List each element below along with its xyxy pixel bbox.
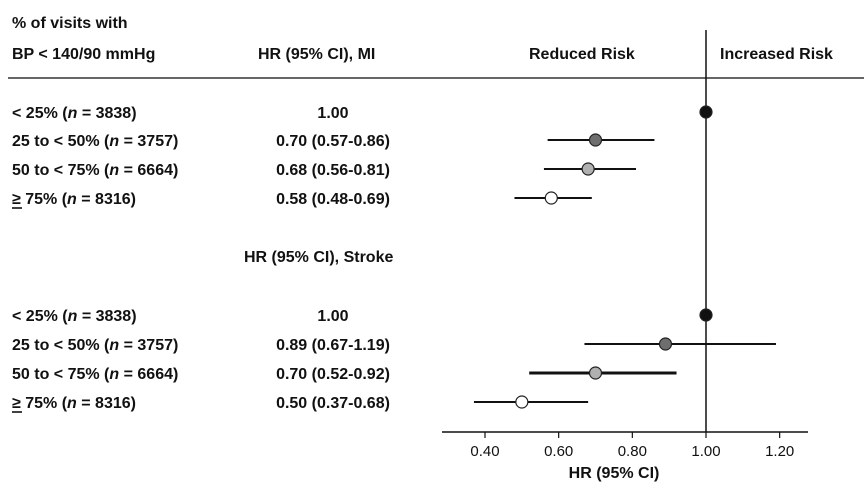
header-hr-mi: HR (95% CI), MI xyxy=(258,46,375,63)
x-axis-label: HR (95% CI) xyxy=(569,465,660,482)
row-label: 50 to < 75% (n = 6664) xyxy=(12,366,178,383)
row-label-suffix: = 3838) xyxy=(77,308,136,325)
row-label-suffix: = 3757) xyxy=(119,337,178,354)
hr-point xyxy=(588,133,603,147)
hr-point xyxy=(515,395,529,409)
hr-value: 0.70 (0.57-0.86) xyxy=(276,133,390,150)
row-label-n: n xyxy=(109,337,119,354)
row-label-n: n xyxy=(67,191,77,208)
hr-value: 0.89 (0.67-1.19) xyxy=(276,337,390,354)
hr-value: 0.68 (0.56-0.81) xyxy=(276,162,390,179)
row-label-suffix: = 8316) xyxy=(77,191,136,208)
hr-point xyxy=(658,337,673,351)
hr-value: 0.50 (0.37-0.68) xyxy=(276,395,390,412)
hr-point xyxy=(581,162,595,176)
x-tick-label: 0.60 xyxy=(544,443,573,460)
hr-point xyxy=(588,366,603,380)
row-label: < 25% (n = 3838) xyxy=(12,105,137,122)
row-label-n: n xyxy=(67,395,77,412)
hr-point xyxy=(699,105,713,119)
row-label-prefix: 50 to < 75% ( xyxy=(12,162,110,179)
x-axis: 0.40 0.60 0.80 1.00 1.20 xyxy=(442,431,808,460)
hr-value: 1.00 xyxy=(317,308,348,325)
row-label-suffix: = 3838) xyxy=(77,105,136,122)
hr-value: 0.70 (0.52-0.92) xyxy=(276,366,390,383)
hr-point xyxy=(544,191,558,205)
row-label-prefix: 25 to < 50% ( xyxy=(12,337,110,354)
x-tick-label: 1.00 xyxy=(691,443,720,460)
row-label-suffix: = 8316) xyxy=(77,395,136,412)
row-label: < 25% (n = 3838) xyxy=(12,308,137,325)
row-label-n: n xyxy=(109,162,119,179)
row-label-n: n xyxy=(109,366,119,383)
row-label: 25 to < 50% (n = 3757) xyxy=(12,133,178,150)
row-label: ≥ 75% (n = 8316) xyxy=(12,191,136,208)
row-label: 25 to < 50% (n = 3757) xyxy=(12,337,178,354)
hr-value: 0.58 (0.48-0.69) xyxy=(276,191,390,208)
row-label-prefix: ≥ 75% ( xyxy=(12,395,68,412)
header-hr-stroke: HR (95% CI), Stroke xyxy=(244,249,393,266)
row-label-suffix: = 6664) xyxy=(119,366,178,383)
row-label-suffix: = 3757) xyxy=(119,133,178,150)
row-label: 50 to < 75% (n = 6664) xyxy=(12,162,178,179)
row-label-prefix: < 25% ( xyxy=(12,308,68,325)
row-label-suffix: = 6664) xyxy=(119,162,178,179)
hr-value: 1.00 xyxy=(317,105,348,122)
hr-point xyxy=(699,308,713,322)
x-tick-label: 1.20 xyxy=(765,443,794,460)
header-bp-line2: BP < 140/90 mmHg xyxy=(12,46,155,63)
row-label-prefix: 50 to < 75% ( xyxy=(12,366,110,383)
x-tick-label: 0.80 xyxy=(618,443,647,460)
row-label-n: n xyxy=(68,308,78,325)
row-label-n: n xyxy=(109,133,119,150)
row-label-prefix: < 25% ( xyxy=(12,105,68,122)
x-tick-label: 0.40 xyxy=(470,443,499,460)
header-reduced-risk: Reduced Risk xyxy=(529,46,635,63)
row-label: ≥ 75% (n = 8316) xyxy=(12,395,136,412)
header-increased-risk: Increased Risk xyxy=(720,46,833,63)
row-label-prefix: ≥ 75% ( xyxy=(12,191,68,208)
header-bp-line1: % of visits with xyxy=(12,15,128,32)
row-label-n: n xyxy=(68,105,78,122)
row-label-prefix: 25 to < 50% ( xyxy=(12,133,110,150)
